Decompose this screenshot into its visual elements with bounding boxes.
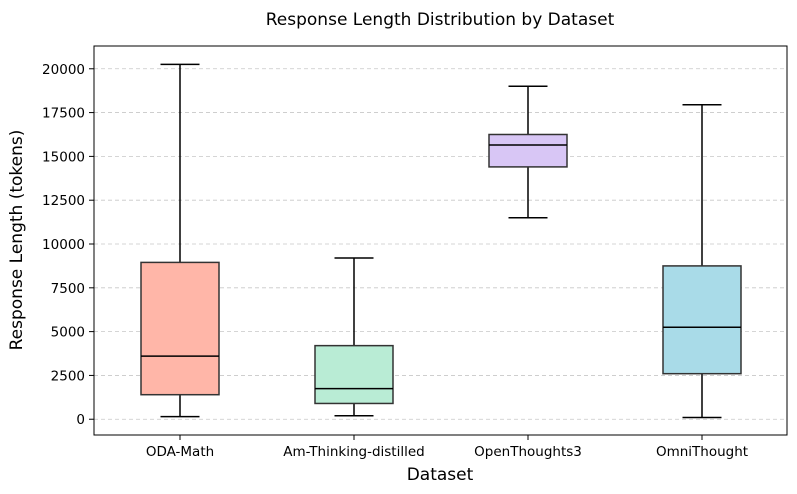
chart-title: Response Length Distribution by Dataset: [266, 10, 615, 30]
y-axis-ticks: 0 2500 5000 7500 10000 12500 15000 17500 20000: [42, 62, 94, 428]
y-tick-label: 0: [76, 412, 85, 428]
x-tick-label: OpenThoughts3: [474, 444, 582, 460]
y-tick-label: 17500: [42, 106, 85, 122]
y-tick-label: 2500: [51, 368, 85, 384]
y-tick-label: 20000: [42, 62, 85, 78]
plot-frame: [93, 45, 788, 436]
y-tick-label: 15000: [42, 149, 85, 165]
x-axis-ticks: ODA-Math Am-Thinking-distilled OpenThought…: [146, 435, 748, 460]
box-iqr: [140, 261, 220, 396]
box-iqr: [662, 265, 742, 375]
x-tick-label: Am-Thinking-distilled: [283, 444, 424, 460]
x-tick-label: OmniThought: [656, 444, 748, 460]
y-axis-label: Response Length (tokens): [7, 130, 27, 351]
x-tick-label: ODA-Math: [146, 444, 214, 460]
boxes: [140, 63, 742, 419]
box-iqr: [488, 133, 568, 168]
y-tick-label: 7500: [51, 281, 85, 297]
y-tick-label: 12500: [42, 193, 85, 209]
y-tick-label: 10000: [42, 237, 85, 253]
x-axis-label: Dataset: [407, 465, 474, 485]
box-iqr: [314, 344, 394, 405]
y-tick-label: 5000: [51, 325, 85, 341]
